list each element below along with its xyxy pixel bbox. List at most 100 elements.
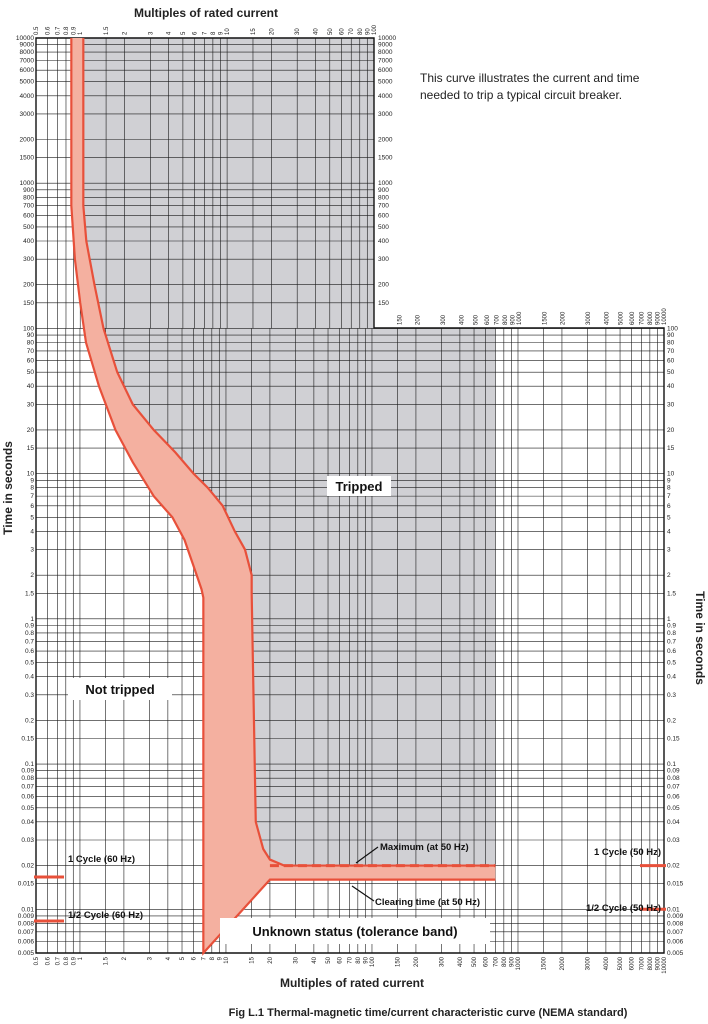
annotation-clearing: Clearing time (at 50 Hz) [375, 897, 480, 908]
y-tick-label-right: 40 [667, 383, 675, 390]
y-tick-label-left: 1.5 [25, 590, 34, 597]
annotation-arrow-maximum [355, 846, 379, 864]
y-tick-label-left: 30 [27, 401, 35, 408]
y-tick-label-right: 0.01 [667, 906, 680, 913]
x-tick-label-sub: 900 [510, 314, 516, 325]
y-tick-label-right: 0.09 [667, 768, 680, 775]
y-axis-title-right: Time in seconds [693, 591, 707, 685]
y-tick-label-left: 10 [27, 471, 35, 478]
y-tick-label-right: 0.06 [667, 793, 680, 800]
y-tick-label-left: 9 [30, 477, 34, 484]
y-tick-label-right: 5000 [378, 79, 393, 86]
y-tick-label-right: 150 [378, 300, 389, 307]
x-tick-label-top: 8 [211, 31, 217, 35]
y-tick-label-right: 0.007 [667, 929, 684, 936]
tripped-label-box [327, 476, 391, 496]
y-tick-label-right: 2000 [378, 137, 393, 144]
y-tick-label-right: 10000 [378, 35, 396, 42]
x-tick-label-bottom: 50 [326, 956, 332, 963]
y-tick-label-right: 400 [378, 238, 389, 245]
y-tick-label-left: 90 [27, 332, 35, 339]
y-tick-label-right: 0.07 [667, 784, 680, 791]
x-tick-label-sub: 500 [473, 314, 479, 325]
y-tick-label-left: 200 [23, 282, 34, 289]
y-tick-label-right: 20 [667, 427, 675, 434]
y-tick-label-left: 8000 [20, 49, 35, 56]
y-tick-label-left: 0.09 [21, 768, 34, 775]
y-tick-label-left: 300 [23, 256, 34, 263]
y-tick-label-left: 40 [27, 383, 35, 390]
x-tick-label-top: 15 [251, 28, 257, 35]
y-tick-label-right: 0.3 [667, 692, 676, 699]
x-tick-label-bottom: 20 [268, 956, 274, 963]
y-tick-label-right: 3 [667, 547, 671, 554]
x-tick-label-sub: 800 [503, 314, 509, 325]
y-tick-label-left: 1 [30, 616, 34, 623]
x-tick-label-bottom: 40 [312, 956, 318, 963]
x-tick-label-bottom: 30 [294, 956, 300, 963]
y-tick-label-right: 7 [667, 493, 671, 500]
chart-note-line-1: This curve illustrates the current and t… [420, 71, 640, 85]
y-tick-label-left: 7 [30, 493, 34, 500]
x-tick-label-top: 50 [328, 28, 334, 35]
x-tick-label-bottom: 10000 [662, 956, 668, 973]
x-axis-title-top: Multiples of rated current [134, 6, 278, 20]
y-tick-label-right: 60 [667, 358, 675, 365]
y-tick-label-left: 3000 [20, 111, 35, 118]
x-tick-label-top: 2 [122, 31, 128, 35]
chart-tick-labels: 0.5 0.6 0.7 0.8 0.9 1 1.5 2 3 4 5 6 7 8 9 10 15 20 30 40 50 6… [16, 24, 684, 973]
x-tick-label-sub: 200 [416, 314, 422, 325]
chart-note-line-2: needed to trip a typical circuit breaker… [420, 88, 622, 102]
y-tick-label-left: 0.8 [25, 630, 34, 637]
label-1-cycle-50hz: 1 Cycle (50 Hz) [594, 847, 661, 858]
not-tripped-label: Not tripped [85, 682, 154, 697]
y-tick-label-left: 2000 [20, 137, 35, 144]
tripped-label: Tripped [336, 479, 383, 494]
x-tick-label-top: 0.6 [46, 26, 52, 35]
y-tick-label-right: 0.15 [667, 736, 680, 743]
x-tick-label-bottom: 8 [210, 956, 216, 960]
y-tick-label-right: 0.2 [667, 717, 676, 724]
x-tick-label-bottom: 0.7 [55, 956, 61, 965]
x-tick-label-sub: 150 [398, 314, 404, 325]
y-tick-label-left: 600 [23, 212, 34, 219]
y-tick-label-left: 4000 [20, 93, 35, 100]
y-tick-label-right: 1 [667, 616, 671, 623]
y-tick-label-left: 0.5 [25, 660, 34, 667]
x-tick-label-sub: 7000 [640, 311, 646, 325]
x-tick-label-sub: 700 [495, 314, 501, 325]
y-tick-label-right: 100 [667, 325, 678, 332]
x-tick-label-bottom: 60 [338, 956, 344, 963]
y-tick-label-right: 1000 [378, 180, 393, 187]
y-tick-label-right: 2 [667, 572, 671, 579]
y-tick-label-left: 0.08 [21, 775, 34, 782]
y-tick-label-left: 60 [27, 358, 35, 365]
unknown-label-box [220, 918, 490, 944]
y-tick-label-left: 9000 [20, 42, 35, 49]
y-tick-label-right: 50 [667, 369, 675, 376]
y-tick-label-right: 0.04 [667, 819, 680, 826]
x-tick-label-top: 100 [372, 24, 378, 35]
y-tick-label-right: 0.009 [667, 913, 684, 920]
label-half-cycle-60hz: 1/2 Cycle (60 Hz) [68, 910, 143, 921]
y-tick-label-left: 800 [23, 194, 34, 201]
x-tick-label-bottom: 1.5 [104, 956, 110, 965]
y-tick-label-right: 300 [378, 256, 389, 263]
y-tick-label-left: 0.01 [21, 906, 34, 913]
y-tick-label-left: 4 [30, 528, 34, 535]
series-line-maximum [82, 38, 496, 867]
x-tick-label-bottom: 80 [356, 956, 362, 963]
y-tick-label-right: 500 [378, 224, 389, 231]
x-tick-label-sub: 8000 [648, 311, 654, 325]
y-tick-label-right: 0.015 [667, 881, 684, 888]
y-tick-label-left: 0.7 [25, 638, 34, 645]
y-tick-label-right: 80 [667, 340, 675, 347]
x-tick-label-bottom: 7 [201, 956, 207, 960]
x-tick-label-top: 9 [218, 31, 224, 35]
x-tick-label-sub: 3000 [586, 311, 592, 325]
y-tick-label-right: 0.9 [667, 623, 676, 630]
chart-title: Fig L.1 Thermal-magnetic time/current ch… [229, 1007, 628, 1019]
y-tick-label-right: 600 [378, 212, 389, 219]
x-tick-label-top: 1.5 [104, 26, 110, 35]
y-tick-label-right: 200 [378, 282, 389, 289]
